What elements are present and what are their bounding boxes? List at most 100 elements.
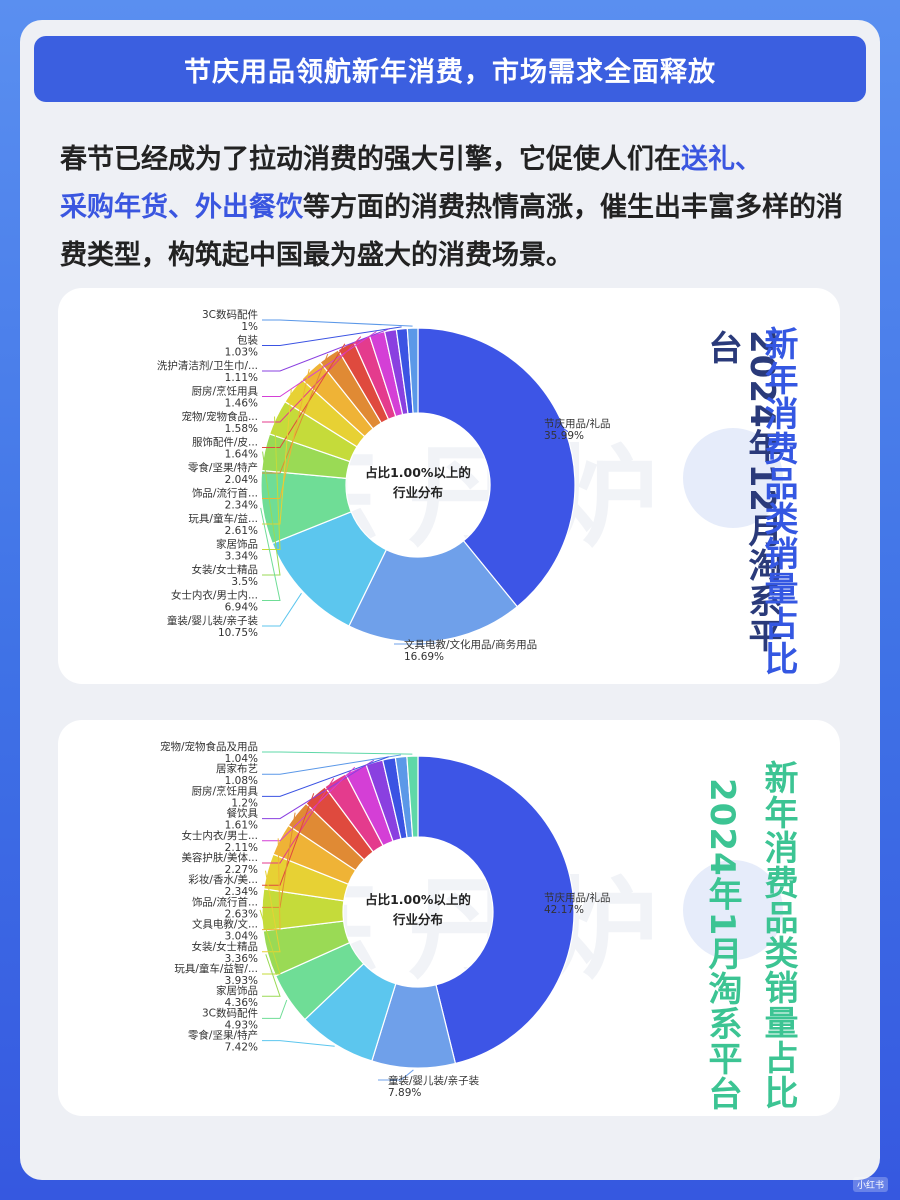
slice-label-value: 2.27% <box>225 864 258 876</box>
slice-label-value: 2.11% <box>225 842 258 854</box>
chart-panel-jan: 炼丹炉 占比1.00%以上的 行业分布 节庆用品/礼品 42.17% 童装/婴儿装/亲子… <box>58 720 840 1116</box>
page-title-banner: 节庆用品领航新年消费，市场需求全面释放 <box>34 36 866 102</box>
slice-label: 玩具/童车/益智/...3.93% <box>174 962 258 987</box>
leader-line <box>262 336 362 423</box>
slice-label-value: 7.42% <box>225 1042 258 1054</box>
center-label-line: 行业分布 <box>392 485 444 500</box>
page-title: 节庆用品领航新年消费，市场需求全面释放 <box>184 56 716 88</box>
slice-label-name: 玩具/童车/益... <box>188 512 258 525</box>
slice-label-name: 洗护清洁剂/卫生巾/... <box>157 359 258 372</box>
leader-line <box>262 870 281 953</box>
slice-label-name: 女士内衣/男士内... <box>171 589 258 602</box>
slice-label-value: 3.5% <box>231 576 258 588</box>
slice-label: 洗护清洁剂/卫生巾/...1.11% <box>157 359 258 384</box>
chart-side-title-period: 2024年12月淘系平台 <box>702 330 782 653</box>
intro-highlight-newyear-goods: 采购年货、 <box>60 192 195 223</box>
slice-label-value: 2.63% <box>225 908 258 920</box>
slice-label: 文具电教/文...3.04% <box>192 918 258 943</box>
leader-line <box>534 422 569 433</box>
intro-paragraph: 春节已经成为了拉动消费的强大引擎，它促使人们在送礼、采购年货、外出餐饮等方面的消… <box>60 136 850 280</box>
slice-label: 女士内衣/男士内...6.94% <box>171 589 258 614</box>
slice-label-value: 2.04% <box>225 474 258 486</box>
slice-label-value: 3.93% <box>225 975 258 987</box>
slice-label: 饰品/流行首...2.34% <box>192 487 258 512</box>
slice-label-name: 童装/婴儿装/亲子装 <box>388 1074 480 1087</box>
slice-label-name: 玩具/童车/益智/... <box>174 962 258 975</box>
slice-label-name: 3C数码配件 <box>202 1006 258 1019</box>
slice-label-value: 7.89% <box>388 1087 421 1099</box>
donut-slice <box>406 755 419 838</box>
slice-label-name: 美容护肤/美体... <box>181 851 258 864</box>
leader-line <box>262 416 281 550</box>
donut-slice <box>417 327 576 608</box>
slice-label-name: 零食/坚果/特产 <box>188 1029 258 1042</box>
leader-line <box>262 838 281 931</box>
leader-line <box>262 328 391 372</box>
slice-label-name: 文具电教/文... <box>192 918 258 931</box>
intro-text-2: 等方面的消费热情高涨，催生出丰富多样的消费类型，构筑起中国最为盛大的消费场景。 <box>60 192 843 271</box>
slice-label-value: 1.64% <box>225 449 258 461</box>
slice-label-value: 1% <box>241 321 258 333</box>
slice-label-name: 女装/女士精品 <box>191 563 258 576</box>
leader-line <box>262 343 346 448</box>
slice-label-name: 零食/坚果/特产 <box>188 461 258 474</box>
leader-line <box>262 754 401 775</box>
slice-label-name: 餐饮具 <box>227 807 259 820</box>
leader-line <box>262 778 335 864</box>
slice-label-value: 3.34% <box>225 551 258 563</box>
slice-label-name: 女士内衣/男士... <box>181 829 258 842</box>
slice-label-name: 宠物/宠物食品... <box>181 410 258 423</box>
slice-label-name: 童装/婴儿装/亲子装 <box>167 614 259 627</box>
intro-highlight-dining: 外出餐饮 <box>195 192 303 223</box>
leader-line <box>262 1040 335 1047</box>
center-label-line: 行业分布 <box>392 912 444 927</box>
slice-label-value: 35.99% <box>544 430 584 442</box>
leader-line <box>262 368 310 499</box>
slice-label-name: 文具电教/文化用品/商务用品 <box>404 638 537 651</box>
leader-line <box>262 353 329 474</box>
leader-line <box>259 909 281 975</box>
slice-label-value: 1.2% <box>231 797 258 809</box>
slice-label: 美容护肤/美体...2.27% <box>181 851 258 876</box>
slice-label-name: 居家布艺 <box>216 762 258 775</box>
slice-label: 服饰配件/皮...1.64% <box>192 436 258 461</box>
slice-label-name: 家居饰品 <box>216 984 258 997</box>
slice-label-value: 1.61% <box>225 820 258 832</box>
slice-label-value: 2.34% <box>225 500 258 512</box>
slice-label-value: 10.75% <box>218 627 258 639</box>
chart-panel-dec: 炼丹炉 占比1.00%以上的 行业分布 节庆用品/礼品 35.99% 文具电教/文化用品… <box>58 288 840 684</box>
slice-label-value: 2.61% <box>225 525 258 537</box>
slice-label-value: 6.94% <box>225 602 258 614</box>
slice-label-value: 3.36% <box>225 953 258 965</box>
corner-watermark: 小红书 <box>852 1177 888 1192</box>
leader-line <box>262 592 302 627</box>
slice-label-name: 服饰配件/皮... <box>192 436 258 449</box>
slice-label: 饰品/流行首...2.63% <box>192 895 258 920</box>
slice-label-name: 厨房/烹饪用具 <box>191 784 258 797</box>
slice-label: 女士内衣/男士...2.11% <box>181 829 258 854</box>
donut-slice <box>417 755 575 1065</box>
slice-label-value: 3.04% <box>225 931 258 943</box>
chart-side-title: 新年消费品类销量占比 <box>758 760 798 1110</box>
chart-side-title: 新年消费品类销量占比 <box>758 326 798 676</box>
slice-label-name: 厨房/烹饪用具 <box>191 385 258 398</box>
slice-label-value: 4.36% <box>225 997 258 1009</box>
center-label-line: 占比1.00%以上的 <box>365 465 471 480</box>
intro-highlight-gift: 送礼、 <box>681 144 762 175</box>
slice-label-value: 2.34% <box>225 886 258 898</box>
slice-label-name: 饰品/流行首... <box>192 895 258 908</box>
intro-text-1: 春节已经成为了拉动消费的强大引擎，它促使人们在 <box>60 144 681 175</box>
slice-label-name: 家居饰品 <box>216 538 258 551</box>
slice-label: 零食/坚果/特产2.04% <box>188 461 258 486</box>
slice-label-value: 1.03% <box>225 347 258 359</box>
